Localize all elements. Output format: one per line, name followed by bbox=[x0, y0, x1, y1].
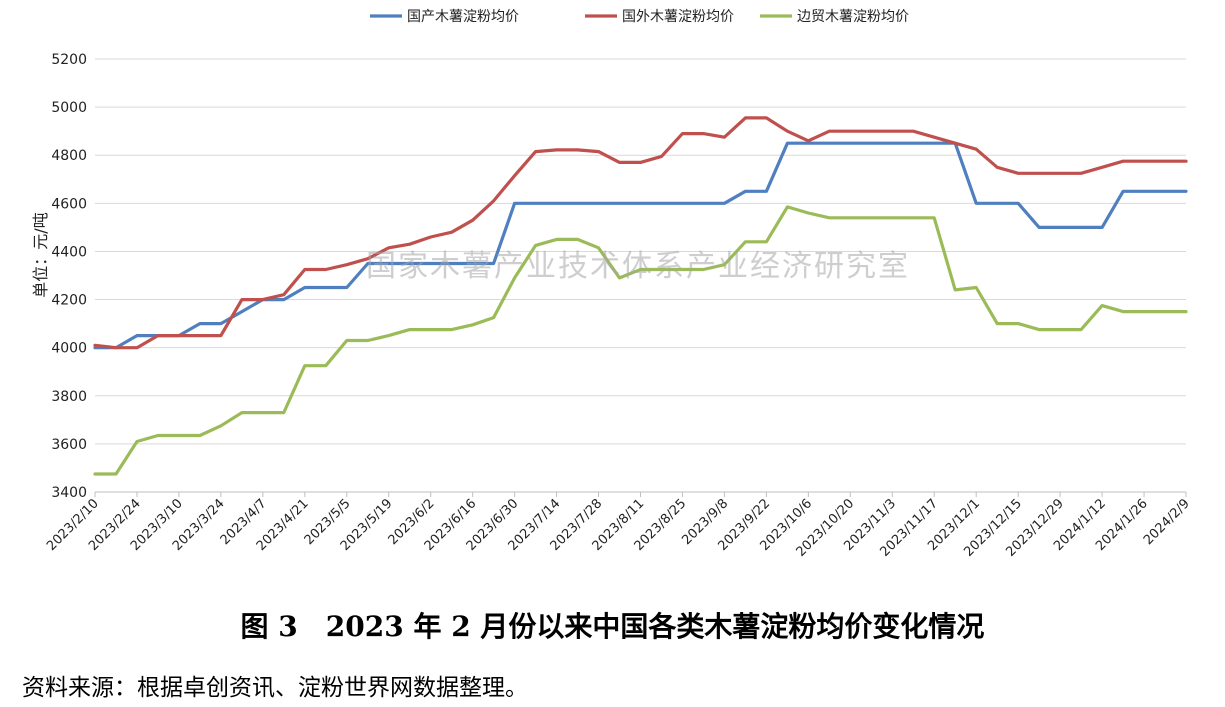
y-tick-label: 4000 bbox=[51, 341, 87, 357]
watermark: 国家木薯产业技术体系产业经济研究室 bbox=[366, 249, 910, 284]
series-line-3 bbox=[93, 205, 1188, 476]
y-tick-label: 3600 bbox=[51, 437, 87, 453]
legend-label: 边贸木薯淀粉均价 bbox=[797, 9, 909, 25]
figure-caption: 图 3 2023 年 2 月份以来中国各类木薯淀粉均价变化情况 bbox=[240, 610, 985, 643]
y-tick-label: 4400 bbox=[51, 244, 87, 260]
x-tick-label: 2024/2/9 bbox=[1141, 496, 1193, 548]
source-note: 资料来源：根据卓创资讯、淀粉世界网数据整理。 bbox=[22, 675, 528, 701]
series-line-2 bbox=[93, 116, 1188, 350]
y-axis-label: 单位：元/吨 bbox=[31, 212, 50, 297]
y-tick-label: 3800 bbox=[51, 389, 87, 405]
y-tick-label: 4200 bbox=[51, 293, 87, 309]
gridlines bbox=[95, 58, 1186, 493]
y-tick-label: 4800 bbox=[51, 148, 87, 164]
line-chart: 3400 3600 3800 4000 4200 4400 4600 4800 5000 5200… bbox=[31, 9, 1193, 560]
y-tick-label: 3400 bbox=[51, 485, 87, 501]
series-line-1 bbox=[93, 141, 1188, 350]
legend: 国产木薯淀粉均价 国外木薯淀粉均价 边贸木薯淀粉均价 bbox=[370, 9, 909, 25]
legend-label: 国外木薯淀粉均价 bbox=[622, 9, 734, 25]
y-tick-label: 5200 bbox=[51, 52, 87, 68]
y-tick-label: 5000 bbox=[51, 100, 87, 116]
series-lines bbox=[93, 116, 1188, 476]
y-tick-label: 4600 bbox=[51, 196, 87, 212]
legend-label: 国产木薯淀粉均价 bbox=[407, 9, 519, 25]
axes: 3400 3600 3800 4000 4200 4400 4600 4800 5000 5200… bbox=[44, 52, 1193, 560]
